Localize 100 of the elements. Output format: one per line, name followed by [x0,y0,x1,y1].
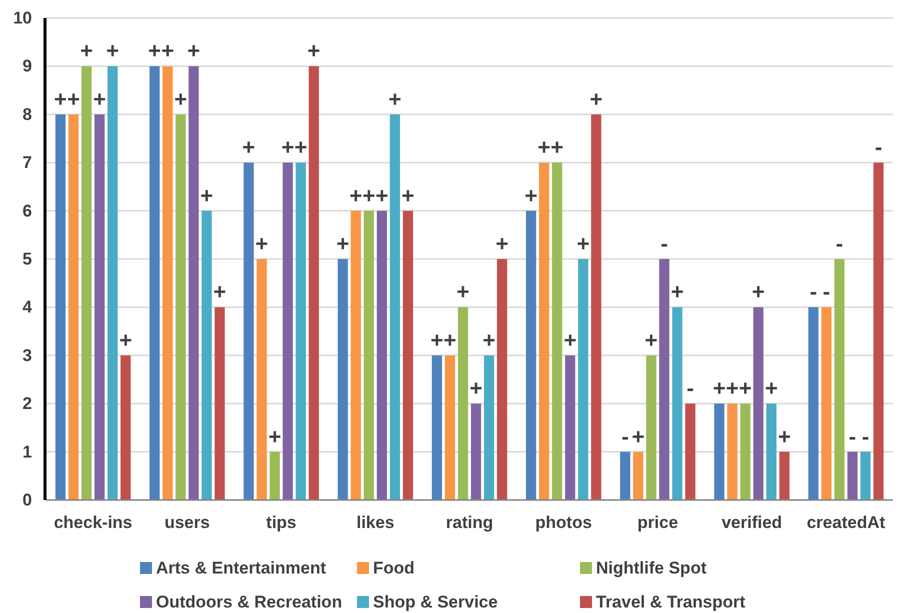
bar [188,66,199,500]
data-label: + [670,279,684,304]
bar [672,307,682,500]
bar [860,452,871,500]
data-label: + [187,38,200,64]
bar [150,66,160,500]
legend-label: Travel & Transport [596,592,746,612]
legend-label: Arts & Entertainment [156,558,326,578]
bar [834,259,845,500]
bar [714,404,724,500]
y-tick-label: 0 [22,490,32,510]
bar [350,210,361,500]
data-label: + [119,327,132,352]
data-label: + [538,134,550,160]
bar [162,66,173,500]
y-tick-label: 2 [22,394,32,414]
x-tick-label: tips [266,513,296,532]
x-tick-label: price [637,513,678,532]
bar [214,307,225,500]
data-label: + [80,38,93,64]
bar [565,355,576,500]
bar [296,162,306,500]
bar [94,114,105,500]
data-label: + [375,182,388,208]
bar [484,355,494,500]
legend-label: Nightlife Spot [596,558,707,578]
data-label: + [93,86,106,112]
bar [458,307,468,500]
bar [470,404,482,500]
bar [376,210,387,500]
data-label: + [174,86,188,112]
legend-label: Shop & Service [373,592,498,612]
bar [591,114,602,500]
data-label: + [255,231,268,256]
x-tick-label: verified [722,513,782,532]
data-label: + [161,38,174,64]
bar [120,355,131,500]
data-label: + [644,327,658,352]
data-label: - [686,376,694,401]
bar [270,452,280,500]
data-label: + [388,86,402,112]
y-tick-label: 1 [22,442,32,462]
data-label: - [810,279,818,304]
data-label: + [712,376,726,401]
x-tick-label: likes [356,513,394,532]
bar [847,452,858,500]
bar [633,452,644,500]
data-label: + [778,424,791,449]
bar [727,404,738,500]
x-tick-label: check-ins [54,513,132,532]
data-label: + [106,38,120,64]
bar [808,307,818,500]
data-label: + [349,182,362,208]
data-label: - [874,134,882,160]
data-label: - [822,279,830,304]
y-tick-label: 6 [22,201,32,220]
bar [753,307,764,500]
bar [444,355,456,500]
bar [364,210,374,500]
bar [578,259,588,500]
x-tick-label: createdAt [806,513,886,532]
x-tick-label: photos [535,513,592,532]
bar [256,259,267,500]
data-label: + [550,134,564,160]
data-label: + [268,424,282,449]
bar [55,114,66,500]
bar [496,259,508,500]
data-label: + [336,231,350,256]
bar [68,114,79,500]
data-label: + [470,376,482,401]
y-tick-label: 10 [13,8,32,28]
bar [873,162,884,500]
data-label: + [402,182,414,208]
data-label: - [621,424,629,449]
data-label: + [200,182,214,208]
bar [402,210,414,500]
data-label: + [67,86,80,112]
data-label: + [738,376,752,401]
y-tick-label: 4 [22,298,33,317]
bar [432,355,442,500]
bar [620,452,630,500]
legend-label: Outdoors & Recreation [156,592,342,612]
data-label: - [836,231,844,256]
y-tick-label: 5 [22,250,32,268]
y-tick-label: 8 [22,104,32,124]
bar [821,307,832,500]
bar [538,162,550,500]
y-tick-label: 3 [22,346,32,365]
bar [552,162,562,500]
data-label: + [632,424,645,449]
data-label: + [444,327,456,352]
data-label: + [148,38,162,64]
bar [779,452,790,500]
data-label: + [281,134,294,160]
data-label: + [54,86,67,112]
bar [659,259,670,500]
y-tick-label: 9 [22,56,32,76]
y-tick-label: 7 [22,153,32,172]
data-label: + [496,231,508,256]
legend-label: Food [373,558,415,578]
